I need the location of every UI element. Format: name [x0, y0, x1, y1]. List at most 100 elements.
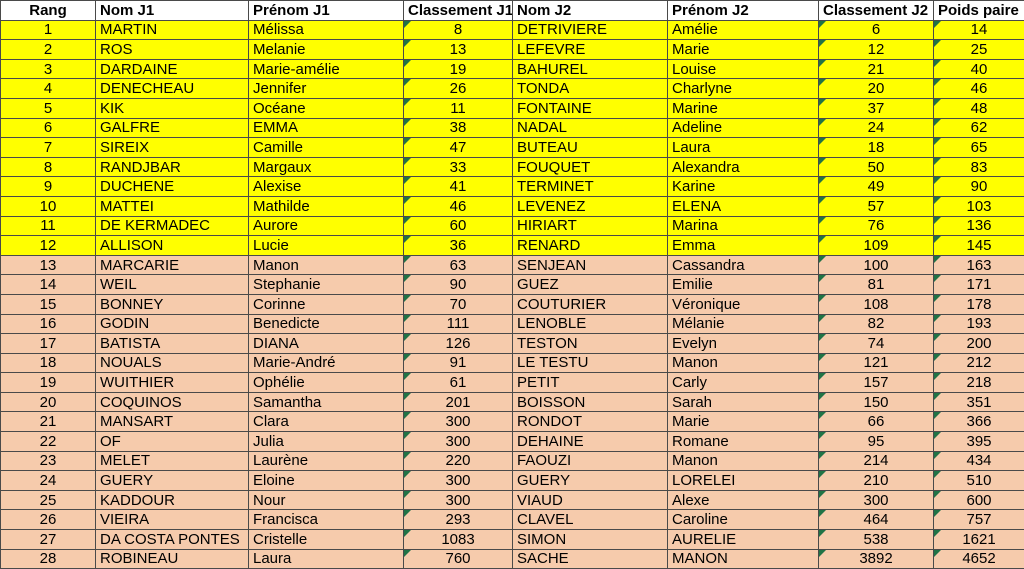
cell-nom-j1[interactable]: GALFRE: [95, 117, 249, 139]
cell-nom-j1[interactable]: KADDOUR: [95, 489, 249, 511]
cell-prenom-j1[interactable]: Corinne: [248, 293, 404, 315]
cell-classement-j2[interactable]: 18: [818, 137, 934, 158]
cell-classement-j2[interactable]: 6: [818, 19, 934, 41]
cell-classement-j1[interactable]: 33: [403, 156, 513, 178]
cell-nom-j1[interactable]: NOUALS: [95, 352, 249, 374]
column-header-prenom-j2[interactable]: Prénom J2: [667, 0, 819, 21]
cell-poids-paire[interactable]: 200: [933, 333, 1024, 354]
cell-poids-paire[interactable]: 46: [933, 78, 1024, 99]
cell-classement-j1[interactable]: 1083: [403, 529, 513, 550]
cell-rang[interactable]: 28: [0, 548, 96, 569]
cell-nom-j2[interactable]: DEHAINE: [512, 431, 668, 452]
column-header-classement-j1[interactable]: Classement J1: [403, 0, 513, 21]
cell-nom-j2[interactable]: HIRIART: [512, 215, 668, 237]
cell-nom-j2[interactable]: LEVENEZ: [512, 195, 668, 217]
cell-nom-j1[interactable]: VIEIRA: [95, 509, 249, 531]
cell-prenom-j1[interactable]: Samantha: [248, 391, 404, 413]
cell-prenom-j2[interactable]: LORELEI: [667, 470, 819, 491]
cell-poids-paire[interactable]: 366: [933, 411, 1024, 433]
cell-prenom-j1[interactable]: Margaux: [248, 156, 404, 178]
cell-nom-j2[interactable]: GUEZ: [512, 274, 668, 295]
cell-rang[interactable]: 12: [0, 235, 96, 256]
cell-classement-j1[interactable]: 111: [403, 313, 513, 335]
cell-classement-j2[interactable]: 3892: [818, 548, 934, 569]
cell-rang[interactable]: 22: [0, 431, 96, 452]
cell-prenom-j1[interactable]: Julia: [248, 431, 404, 452]
cell-poids-paire[interactable]: 25: [933, 39, 1024, 60]
cell-prenom-j2[interactable]: Adeline: [667, 117, 819, 139]
cell-rang[interactable]: 4: [0, 78, 96, 99]
cell-poids-paire[interactable]: 178: [933, 293, 1024, 315]
cell-prenom-j2[interactable]: Amélie: [667, 19, 819, 41]
cell-classement-j1[interactable]: 8: [403, 19, 513, 41]
cell-prenom-j1[interactable]: Benedicte: [248, 313, 404, 335]
cell-prenom-j1[interactable]: DIANA: [248, 333, 404, 354]
cell-nom-j2[interactable]: TONDA: [512, 78, 668, 99]
cell-classement-j2[interactable]: 21: [818, 58, 934, 80]
cell-nom-j2[interactable]: NADAL: [512, 117, 668, 139]
cell-classement-j2[interactable]: 300: [818, 489, 934, 511]
cell-nom-j1[interactable]: MANSART: [95, 411, 249, 433]
cell-prenom-j2[interactable]: Laura: [667, 137, 819, 158]
cell-nom-j2[interactable]: TESTON: [512, 333, 668, 354]
cell-prenom-j2[interactable]: Marie: [667, 39, 819, 60]
cell-prenom-j1[interactable]: Mélissa: [248, 19, 404, 41]
cell-nom-j2[interactable]: LEFEVRE: [512, 39, 668, 60]
cell-prenom-j1[interactable]: Marie-André: [248, 352, 404, 374]
cell-nom-j2[interactable]: BAHUREL: [512, 58, 668, 80]
cell-classement-j2[interactable]: 108: [818, 293, 934, 315]
cell-nom-j2[interactable]: COUTURIER: [512, 293, 668, 315]
cell-classement-j1[interactable]: 19: [403, 58, 513, 80]
cell-rang[interactable]: 27: [0, 529, 96, 550]
cell-poids-paire[interactable]: 83: [933, 156, 1024, 178]
cell-nom-j2[interactable]: BUTEAU: [512, 137, 668, 158]
cell-nom-j1[interactable]: WUITHIER: [95, 372, 249, 393]
cell-prenom-j2[interactable]: Manon: [667, 450, 819, 472]
cell-nom-j2[interactable]: RONDOT: [512, 411, 668, 433]
cell-prenom-j2[interactable]: Karine: [667, 176, 819, 197]
cell-classement-j1[interactable]: 300: [403, 470, 513, 491]
column-header-nom-j1[interactable]: Nom J1: [95, 0, 249, 21]
cell-classement-j1[interactable]: 201: [403, 391, 513, 413]
cell-nom-j1[interactable]: GODIN: [95, 313, 249, 335]
cell-nom-j1[interactable]: WEIL: [95, 274, 249, 295]
cell-classement-j2[interactable]: 121: [818, 352, 934, 374]
cell-prenom-j1[interactable]: Mathilde: [248, 195, 404, 217]
cell-nom-j2[interactable]: PETIT: [512, 372, 668, 393]
cell-nom-j1[interactable]: OF: [95, 431, 249, 452]
cell-nom-j2[interactable]: DETRIVIERE: [512, 19, 668, 41]
cell-prenom-j1[interactable]: Francisca: [248, 509, 404, 531]
cell-nom-j2[interactable]: VIAUD: [512, 489, 668, 511]
cell-nom-j2[interactable]: LE TESTU: [512, 352, 668, 374]
cell-classement-j2[interactable]: 157: [818, 372, 934, 393]
cell-rang[interactable]: 17: [0, 333, 96, 354]
cell-classement-j2[interactable]: 24: [818, 117, 934, 139]
cell-classement-j1[interactable]: 760: [403, 548, 513, 569]
cell-rang[interactable]: 20: [0, 391, 96, 413]
cell-prenom-j1[interactable]: Camille: [248, 137, 404, 158]
column-header-prenom-j1[interactable]: Prénom J1: [248, 0, 404, 21]
cell-rang[interactable]: 5: [0, 97, 96, 119]
cell-classement-j1[interactable]: 41: [403, 176, 513, 197]
cell-poids-paire[interactable]: 757: [933, 509, 1024, 531]
cell-prenom-j2[interactable]: Véronique: [667, 293, 819, 315]
cell-rang[interactable]: 13: [0, 254, 96, 276]
cell-prenom-j2[interactable]: Marine: [667, 97, 819, 119]
cell-classement-j1[interactable]: 61: [403, 372, 513, 393]
cell-prenom-j2[interactable]: Romane: [667, 431, 819, 452]
cell-nom-j2[interactable]: TERMINET: [512, 176, 668, 197]
cell-nom-j1[interactable]: MARTIN: [95, 19, 249, 41]
cell-nom-j1[interactable]: DARDAINE: [95, 58, 249, 80]
cell-prenom-j1[interactable]: Nour: [248, 489, 404, 511]
cell-classement-j2[interactable]: 76: [818, 215, 934, 237]
cell-prenom-j1[interactable]: Aurore: [248, 215, 404, 237]
cell-nom-j2[interactable]: CLAVEL: [512, 509, 668, 531]
cell-poids-paire[interactable]: 145: [933, 235, 1024, 256]
cell-prenom-j1[interactable]: Alexise: [248, 176, 404, 197]
cell-nom-j1[interactable]: DA COSTA PONTES: [95, 529, 249, 550]
cell-nom-j1[interactable]: ALLISON: [95, 235, 249, 256]
cell-poids-paire[interactable]: 136: [933, 215, 1024, 237]
cell-poids-paire[interactable]: 218: [933, 372, 1024, 393]
cell-prenom-j1[interactable]: Clara: [248, 411, 404, 433]
cell-nom-j1[interactable]: RANDJBAR: [95, 156, 249, 178]
